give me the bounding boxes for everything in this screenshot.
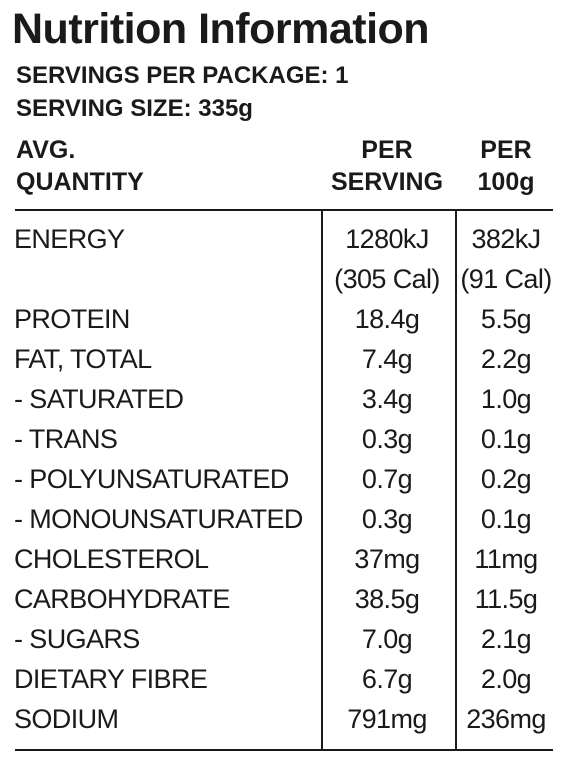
- nutrient-name: SODIUM: [14, 704, 119, 734]
- column-header: PER: [480, 136, 532, 164]
- nutrient-value: 0.1g: [480, 424, 532, 454]
- nutrient-name: - POLYUNSATURATED: [14, 464, 289, 494]
- nutrient-name: PROTEIN: [14, 304, 130, 334]
- nutrient-name: DIETARY FIBRE: [14, 664, 208, 694]
- nutrient-value: (305 Cal): [334, 264, 440, 294]
- column-header: SERVING: [330, 168, 444, 196]
- nutrient-value: 0.3g: [361, 424, 413, 454]
- nutrient-value: 0.3g: [361, 504, 413, 534]
- nutrient-value: 38.5g: [354, 584, 420, 614]
- header-rule: [15, 209, 553, 211]
- column-header: QUANTITY: [16, 168, 144, 196]
- nutrient-value: 2.1g: [480, 624, 532, 654]
- column-header: 100g: [477, 168, 535, 196]
- nutrient-value: 18.4g: [354, 304, 420, 334]
- nutrient-name: - MONOUNSATURATED: [14, 504, 303, 534]
- nutrient-name: CHOLESTEROL: [14, 544, 209, 574]
- nutrient-value: (91 Cal): [460, 264, 552, 294]
- column-divider: [455, 209, 457, 751]
- nutrient-name: - SATURATED: [14, 384, 184, 414]
- nutrient-value: 2.0g: [480, 664, 532, 694]
- nutrient-name: ENERGY: [14, 224, 125, 254]
- nutrient-value: 11mg: [474, 544, 538, 574]
- column-header: AVG.: [16, 136, 76, 164]
- nutrient-value: 7.4g: [361, 344, 413, 374]
- nutrient-value: 3.4g: [361, 384, 413, 414]
- column-divider: [321, 209, 323, 751]
- nutrient-value: 11.5g: [474, 584, 538, 614]
- nutrient-value: 0.2g: [480, 464, 532, 494]
- nutrient-value: 0.1g: [480, 504, 532, 534]
- nutrient-name: - TRANS: [14, 424, 118, 454]
- nutrient-value: 1280kJ: [345, 224, 429, 254]
- servings-per-package: SERVINGS PER PACKAGE: 1: [16, 62, 349, 89]
- serving-size: SERVING SIZE: 335g: [16, 95, 253, 122]
- nutrient-value: 2.2g: [480, 344, 532, 374]
- nutrient-name: - SUGARS: [14, 624, 140, 654]
- nutrient-value: 7.0g: [361, 624, 413, 654]
- nutrient-value: 0.7g: [361, 464, 413, 494]
- nutrient-value: 5.5g: [480, 304, 532, 334]
- nutrient-value: 382kJ: [471, 224, 541, 254]
- nutrient-value: 6.7g: [361, 664, 413, 694]
- nutrient-value: 1.0g: [480, 384, 532, 414]
- column-header: PER: [361, 136, 413, 164]
- nutrient-value: 791mg: [347, 704, 427, 734]
- title: Nutrition Information: [12, 5, 430, 53]
- nutrient-name: FAT, TOTAL: [14, 344, 152, 374]
- bottom-rule: [15, 749, 553, 751]
- nutrient-value: 37mg: [354, 544, 420, 574]
- nutrient-value: 236mg: [466, 704, 546, 734]
- nutrient-name: CARBOHYDRATE: [14, 584, 230, 614]
